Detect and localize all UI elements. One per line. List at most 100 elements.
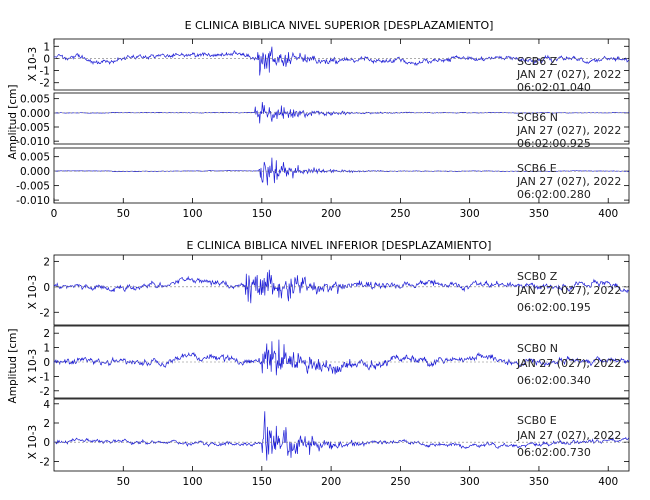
y-tick-label-scb6-e: 0.000 <box>20 166 50 178</box>
y-tick-label-scb6-z: 0 <box>43 53 50 65</box>
y-tick-label-scb0-n: 0 <box>43 357 50 369</box>
trace-annotation-time-scb0-n: 06:02:00.340 <box>517 374 591 387</box>
x-tick-label: 250 <box>390 476 410 488</box>
svg-text:JAN 27 (027), 2022: JAN 27 (027), 2022 <box>516 284 621 297</box>
x-tick-label: 250 <box>390 208 410 220</box>
svg-text:SCB0 Z: SCB0 Z <box>517 270 558 283</box>
y-tick-label-scb0-z: 2 <box>43 256 50 268</box>
x-tick-label: 300 <box>460 476 480 488</box>
svg-text:SCB6 Z: SCB6 Z <box>517 55 558 68</box>
exponent-label-scb0-n: X 10-3 <box>27 349 39 383</box>
panel-scb0-e: -2 0 2 4 X 10-3 SCB0 E JAN 27 (027), 2022 0… <box>27 398 630 472</box>
svg-text:06:02:00.925: 06:02:00.925 <box>517 137 591 150</box>
y-tick-label-scb0-n: -1 <box>40 371 50 383</box>
y-tick-label-scb6-e: 0.005 <box>20 152 50 164</box>
trace-line-scb6-e <box>54 157 630 186</box>
x-tick-label: 50 <box>117 476 130 488</box>
y-tick-label-scb0-e: 4 <box>43 399 50 411</box>
svg-text:JAN 27 (027), 2022: JAN 27 (027), 2022 <box>516 124 621 137</box>
y-tick-label-scb0-n: 2 <box>43 328 50 340</box>
svg-text:06:02:00.340: 06:02:00.340 <box>517 374 591 387</box>
y-tick-label-scb0-e: 2 <box>43 418 50 430</box>
y-tick-label-scb0-n: 1 <box>43 343 50 355</box>
y-axis-label-inferior: Amplitud [cm] <box>7 329 19 404</box>
y-tick-label-scb0-e: -2 <box>40 456 50 468</box>
y-tick-label-scb6-n: -0.005 <box>16 122 50 134</box>
x-tick-label: 100 <box>183 208 203 220</box>
x-axis-superior: 0 50 100 150 200 250 300 350 400 <box>51 39 618 220</box>
svg-text:06:02:00.730: 06:02:00.730 <box>517 446 591 459</box>
y-tick-label-scb6-e: -0.005 <box>16 181 50 193</box>
svg-text:06:02:01.040: 06:02:01.040 <box>517 81 591 94</box>
panel-scb0-n: -2 -1 0 1 2 X 10-3 SCB0 N JAN 27 (027), 2022… <box>27 325 630 399</box>
y-tick-label-scb0-z: 0 <box>43 282 50 294</box>
trace-annotation-station-scb6-z: SCB6 Z <box>517 55 558 68</box>
trace-annotation-date-scb0-n: JAN 27 (027), 2022 <box>516 357 621 370</box>
x-tick-label: 50 <box>117 208 130 220</box>
trace-annotation-time-scb6-z: 06:02:01.040 <box>517 81 591 94</box>
y-tick-label-scb0-e: 0 <box>43 437 50 449</box>
trace-line-scb0-n <box>53 339 630 376</box>
svg-text:06:02:00.280: 06:02:00.280 <box>517 188 591 201</box>
x-tick-label: 300 <box>460 208 480 220</box>
trace-annotation-time-scb6-n: 06:02:00.925 <box>517 137 591 150</box>
x-tick-label: 400 <box>598 208 618 220</box>
y-tick-label-scb6-n: 0.000 <box>20 108 50 120</box>
trace-annotation-station-scb6-n: SCB6 N <box>517 111 558 124</box>
chart-title-inferior: E CLINICA BIBLICA NIVEL INFERIOR [DESPLA… <box>187 239 492 252</box>
svg-text:SCB6 E: SCB6 E <box>517 162 557 175</box>
y-tick-label-scb6-n: 0.005 <box>20 94 50 106</box>
svg-text:JAN 27 (027), 2022: JAN 27 (027), 2022 <box>516 68 621 81</box>
svg-text:SCB6 N: SCB6 N <box>517 111 558 124</box>
trace-annotation-date-scb0-z: JAN 27 (027), 2022 <box>516 284 621 297</box>
trace-annotation-date-scb6-z: JAN 27 (027), 2022 <box>516 68 621 81</box>
trace-annotation-date-scb0-e: JAN 27 (027), 2022 <box>516 429 621 442</box>
x-tick-label: 350 <box>529 208 549 220</box>
panel-scb6-e: -0.010 -0.005 0.000 0.005 SCB6 E JAN 27 (02… <box>16 147 630 207</box>
svg-text:SCB0 E: SCB0 E <box>517 414 557 427</box>
panel-scb6-z: -2-101 X 10-3 SCB6 Z JAN 27 (027), 2022 … <box>27 38 630 94</box>
y-axis-label-superior: Amplitud [cm] <box>7 85 19 160</box>
panel-scb0-z: -2 0 2 X 10-3 SCB0 Z JAN 27 (027), 2022 06… <box>27 254 630 326</box>
y-tick-label-scb0-z: -2 <box>40 307 50 319</box>
panel-scb6-n: -0.010 -0.005 0.000 0.005 SCB6 N JAN 27 (02… <box>16 92 630 150</box>
trace-annotation-station-scb0-e: SCB0 E <box>517 414 557 427</box>
x-tick-label: 0 <box>51 208 58 220</box>
exponent-label-scb0-z: X 10-3 <box>27 275 39 309</box>
y-tick-label-scb6-z: 1 <box>43 41 50 53</box>
x-tick-label: 150 <box>252 208 272 220</box>
y-tick-label-scb6-z: -2 <box>40 78 50 90</box>
svg-text:JAN 27 (027), 2022: JAN 27 (027), 2022 <box>516 175 621 188</box>
trace-line-scb0-z <box>53 269 630 304</box>
y-tick-label-scb0-n: -2 <box>40 386 50 398</box>
svg-text:JAN 27 (027), 2022: JAN 27 (027), 2022 <box>516 429 621 442</box>
y-tick-label-scb6-n: -0.010 <box>16 136 50 148</box>
x-tick-label: 100 <box>183 476 203 488</box>
trace-line-scb6-z <box>53 46 630 76</box>
x-tick-label: 200 <box>321 476 341 488</box>
chart-title-superior: E CLINICA BIBLICA NIVEL SUPERIOR [DESPLA… <box>185 19 494 32</box>
x-tick-label: 400 <box>598 476 618 488</box>
exponent-label-scb0-e: X 10-3 <box>27 425 39 459</box>
svg-text:06:02:00.195: 06:02:00.195 <box>517 301 591 314</box>
x-tick-label: 350 <box>529 476 549 488</box>
trace-annotation-station-scb6-e: SCB6 E <box>517 162 557 175</box>
trace-annotation-date-scb6-e: JAN 27 (027), 2022 <box>516 175 621 188</box>
trace-line-scb6-n <box>53 101 630 124</box>
trace-annotation-time-scb6-e: 06:02:00.280 <box>517 188 591 201</box>
x-tick-label: 200 <box>321 208 341 220</box>
x-axis-inferior: 50 100 150 200 250 300 350 400 <box>117 255 618 488</box>
trace-line-scb0-e <box>53 411 630 461</box>
trace-annotation-date-scb6-n: JAN 27 (027), 2022 <box>516 124 621 137</box>
trace-annotation-station-scb0-z: SCB0 Z <box>517 270 558 283</box>
svg-text:SCB0 N: SCB0 N <box>517 342 558 355</box>
y-tick-label-scb6-z: -1 <box>40 66 50 78</box>
exponent-label-scb6-z: X 10-3 <box>27 47 39 81</box>
svg-text:JAN 27 (027), 2022: JAN 27 (027), 2022 <box>516 357 621 370</box>
x-tick-label: 150 <box>252 476 272 488</box>
trace-annotation-time-scb0-e: 06:02:00.730 <box>517 446 591 459</box>
trace-annotation-station-scb0-n: SCB0 N <box>517 342 558 355</box>
trace-annotation-time-scb0-z: 06:02:00.195 <box>517 301 591 314</box>
y-tick-label-scb6-e: -0.010 <box>16 195 50 207</box>
